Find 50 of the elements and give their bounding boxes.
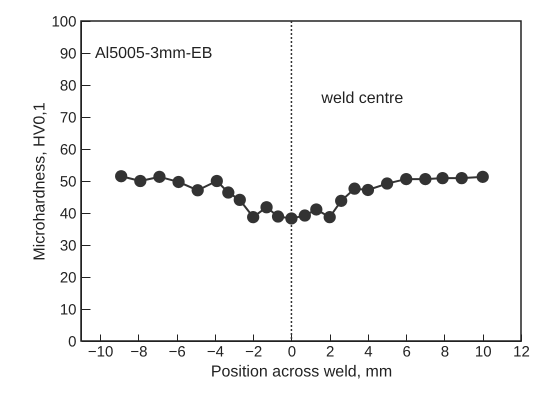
point <box>298 209 311 222</box>
point <box>172 176 185 188</box>
y-tick-label: 30 <box>60 238 76 254</box>
point <box>419 172 432 186</box>
y-tick-label: 100 <box>51 14 76 30</box>
point <box>234 194 246 206</box>
point <box>324 211 336 224</box>
x-tick-label: −10 <box>88 344 114 360</box>
point <box>260 201 273 214</box>
point <box>153 170 166 183</box>
y-tick-label: 80 <box>60 78 76 94</box>
point <box>115 170 128 182</box>
point <box>222 186 234 199</box>
x-tick-label: 12 <box>513 344 530 360</box>
point <box>335 194 348 207</box>
y-tick-label: 20 <box>60 270 76 286</box>
x-tick-label: 4 <box>364 344 373 360</box>
x-tick-label: 10 <box>474 344 492 360</box>
x-tick-label: −8 <box>130 344 148 360</box>
y-tick-label: 40 <box>60 206 76 222</box>
point <box>380 177 394 190</box>
x-tick-label: −4 <box>206 344 224 360</box>
point <box>285 212 298 225</box>
point <box>247 211 260 224</box>
point <box>436 172 449 184</box>
x-tick-label: −6 <box>168 344 186 360</box>
y-tick-label: 90 <box>60 46 76 62</box>
point <box>476 170 489 183</box>
point <box>362 184 374 196</box>
point <box>134 174 146 188</box>
point <box>456 172 468 184</box>
annotation: Al5005-3mm-EB <box>95 45 212 62</box>
x-tick-label: 8 <box>440 344 450 360</box>
x-tick-label: −2 <box>245 344 262 360</box>
x-tick-label: 0 <box>288 344 296 360</box>
y-tick-label: 70 <box>60 110 76 126</box>
x-axis-title: Position across weld, mm <box>210 364 392 380</box>
y-axis-title: Microhardness, HV0,1 <box>31 102 48 261</box>
point <box>400 172 412 186</box>
x-tick-label: 6 <box>402 344 411 360</box>
point <box>348 182 361 195</box>
point <box>310 203 322 216</box>
y-tick-label: 50 <box>60 174 76 190</box>
ref-line-label: weld centre <box>320 90 404 107</box>
point <box>192 184 204 196</box>
y-tick-label: 10 <box>60 302 76 318</box>
point <box>272 210 284 223</box>
x-tick-label: 2 <box>326 344 334 360</box>
y-tick-label: 60 <box>60 142 76 158</box>
point <box>210 174 223 188</box>
